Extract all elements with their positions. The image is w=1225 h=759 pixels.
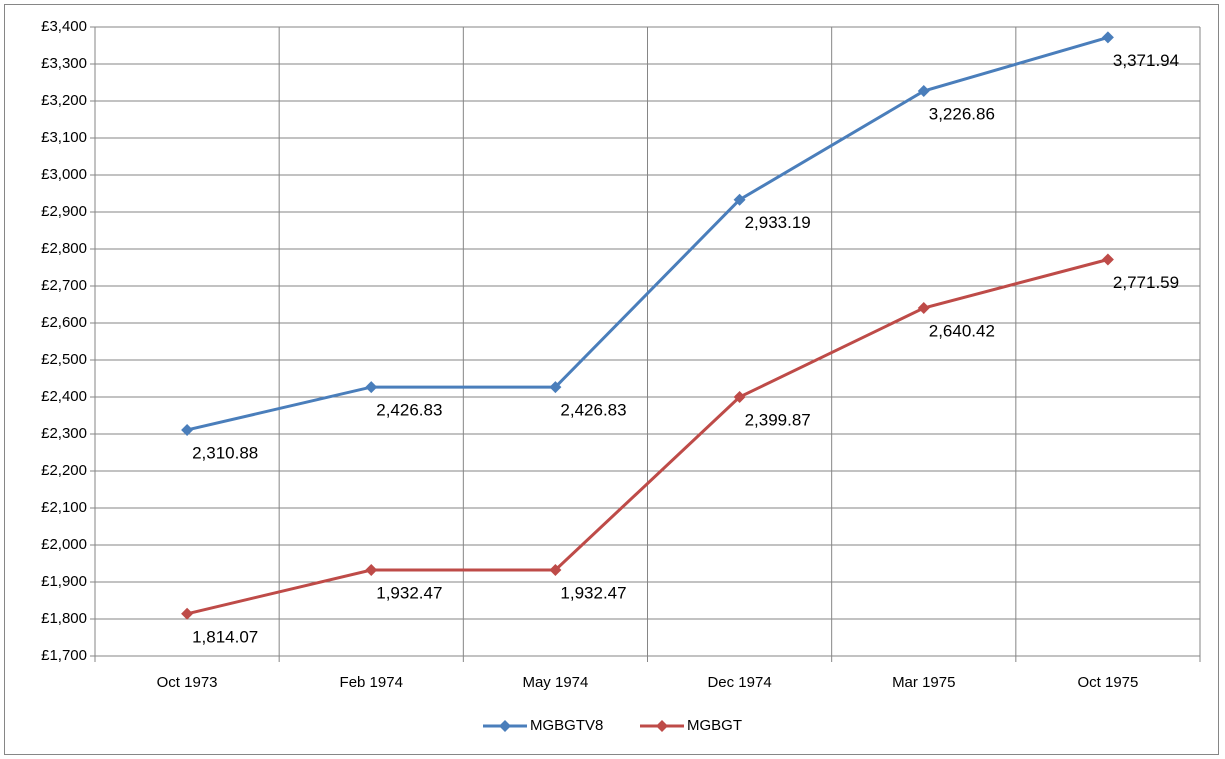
y-tick-label: £3,400 — [41, 18, 87, 35]
x-tick-label: Feb 1974 — [340, 674, 403, 691]
legend-label: MGBGT — [687, 717, 742, 734]
marker — [365, 563, 378, 576]
y-tick-label: £2,300 — [41, 425, 87, 442]
marker — [549, 381, 562, 394]
marker — [365, 381, 378, 394]
data-label: 2,771.59 — [1113, 273, 1179, 292]
data-label: 3,371.94 — [1113, 51, 1179, 70]
marker — [181, 607, 194, 620]
line — [186, 258, 1109, 616]
y-tick-label: £2,600 — [41, 314, 87, 331]
marker — [733, 391, 746, 404]
y-tick-label: £3,100 — [41, 129, 87, 146]
x-tick-label: Oct 1973 — [157, 674, 218, 691]
line — [186, 35, 1109, 432]
data-label: 2,399.87 — [745, 411, 811, 430]
data-label: 2,426.83 — [560, 401, 626, 420]
y-tick-label: £3,000 — [41, 166, 87, 183]
y-tick-label: £3,300 — [41, 55, 87, 72]
data-label: 2,933.19 — [745, 213, 811, 232]
x-tick-label: Mar 1975 — [892, 674, 955, 691]
data-label: 2,640.42 — [929, 322, 995, 341]
data-label: 3,226.86 — [929, 105, 995, 124]
data-label: 1,932.47 — [560, 583, 626, 602]
y-tick-label: £2,700 — [41, 277, 87, 294]
data-label: 2,310.88 — [192, 443, 258, 462]
marker — [917, 85, 930, 98]
y-tick-label: £2,900 — [41, 203, 87, 220]
data-label: 1,932.47 — [376, 583, 442, 602]
y-tick-label: £1,900 — [41, 573, 87, 590]
y-tick-label: £2,500 — [41, 351, 87, 368]
y-tick-label: £2,200 — [41, 462, 87, 479]
x-tick-label: Dec 1974 — [707, 674, 771, 691]
chart-frame — [4, 4, 1219, 755]
y-tick-label: £2,100 — [41, 499, 87, 516]
data-label: 1,814.07 — [192, 627, 258, 646]
marker — [917, 302, 930, 315]
marker — [1101, 31, 1114, 44]
data-label: 2,426.83 — [376, 401, 442, 420]
marker — [181, 423, 194, 436]
y-tick-label: £2,400 — [41, 388, 87, 405]
legend-marker — [499, 720, 511, 732]
legend-marker — [656, 720, 668, 732]
y-tick-label: £2,000 — [41, 536, 87, 553]
x-tick-label: May 1974 — [522, 674, 588, 691]
y-tick-label: £3,200 — [41, 92, 87, 109]
marker — [733, 193, 746, 206]
y-tick-label: £2,800 — [41, 240, 87, 257]
marker — [1101, 253, 1114, 266]
marker — [549, 563, 562, 576]
legend-label: MGBGTV8 — [530, 717, 603, 734]
y-tick-label: £1,700 — [41, 647, 87, 664]
x-tick-label: Oct 1975 — [1077, 674, 1138, 691]
y-tick-label: £1,800 — [41, 610, 87, 627]
